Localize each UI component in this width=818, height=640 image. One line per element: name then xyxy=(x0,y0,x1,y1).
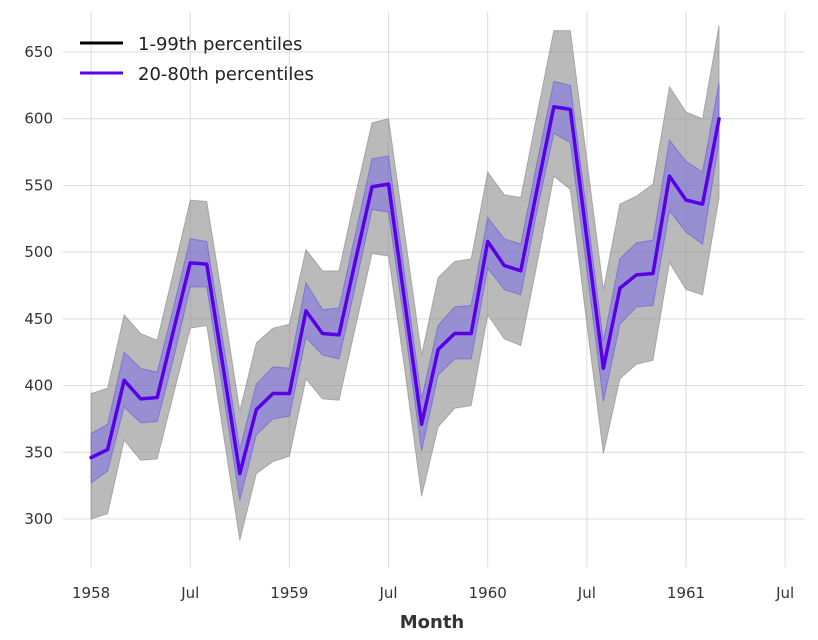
y-tick-label-600: 600 xyxy=(24,110,53,128)
x-tick-label-3: Jul xyxy=(378,584,397,602)
y-tick-label-300: 300 xyxy=(24,510,53,528)
band-1-99th-percentiles xyxy=(90,25,720,541)
y-tick-label-400: 400 xyxy=(24,377,53,395)
y-tick-label-650: 650 xyxy=(24,43,53,61)
x-tick-label-4: 1960 xyxy=(469,584,507,602)
x-tick-label-5: Jul xyxy=(577,584,596,602)
x-axis-title: Month xyxy=(400,612,465,633)
legend: 1-99th percentiles 20-80th percentiles xyxy=(80,34,314,85)
series-lines xyxy=(89,104,721,476)
x-tick-label-6: 1961 xyxy=(667,584,705,602)
y-tick-label-350: 350 xyxy=(24,443,53,461)
axes: 300 350 400 450 500 550 600 650 1958 Jul 1959 Jul 19… xyxy=(24,43,794,602)
x-tick-label-7: Jul xyxy=(775,584,794,602)
legend-label-1-99: 1-99th percentiles xyxy=(138,34,302,55)
y-tick-label-450: 450 xyxy=(24,310,53,328)
x-tick-label-0: 1958 xyxy=(72,584,110,602)
series-line-median xyxy=(89,104,721,476)
y-tick-label-500: 500 xyxy=(24,243,53,261)
x-tick-label-2: 1959 xyxy=(270,584,308,602)
band-20-80th-percentiles xyxy=(90,80,720,501)
legend-label-20-80: 20-80th percentiles xyxy=(138,64,314,85)
y-tick-label-550: 550 xyxy=(24,176,53,194)
x-tick-label-1: Jul xyxy=(180,584,199,602)
bands xyxy=(90,25,720,541)
